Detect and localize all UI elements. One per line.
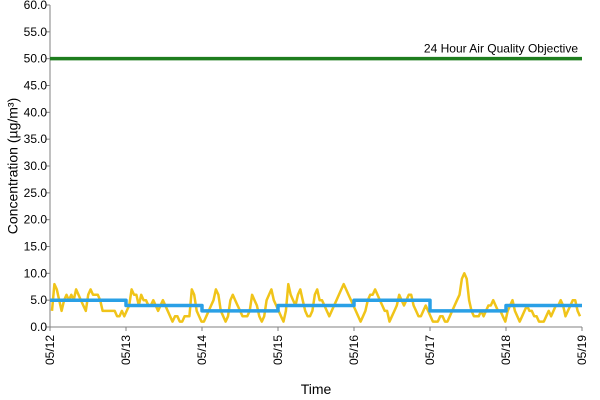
x-tick-label: 05/12	[43, 335, 57, 365]
daily-average-step-line	[50, 298, 582, 313]
x-tick-label: 05/13	[119, 335, 133, 365]
x-axis-ticks: 05/12 05/13 05/14 05/15 05/16 05/17 05/18 05/19	[43, 327, 589, 365]
x-tick-label: 05/16	[347, 335, 361, 365]
y-tick-label: 50.0	[24, 52, 48, 66]
x-axis-title: Time	[301, 381, 332, 397]
x-tick-label: 05/19	[575, 335, 589, 365]
hourly-series-line	[50, 272, 582, 323]
y-tick-label: 25.0	[24, 186, 48, 200]
y-axis-title: Concentration (µg/m³)	[5, 98, 21, 234]
y-tick-label: 45.0	[24, 79, 48, 93]
y-tick-label: 0.0	[30, 320, 47, 334]
y-tick-label: 15.0	[24, 240, 48, 254]
y-tick-label: 55.0	[24, 25, 48, 39]
x-tick-label: 05/17	[423, 335, 437, 365]
y-tick-label: 40.0	[24, 105, 48, 119]
y-axis-ticks: 0.0 5.0 10.0 15.0 20.0 25.0 30.0 35.0 40.0 45.0 50…	[24, 0, 50, 334]
y-tick-label: 10.0	[24, 266, 48, 280]
y-tick-label: 20.0	[24, 213, 48, 227]
y-tick-label: 5.0	[30, 293, 47, 307]
daily-average-series-line	[50, 298, 582, 313]
y-tick-label: 35.0	[24, 132, 48, 146]
y-tick-label: 60.0	[24, 0, 48, 12]
x-tick-label: 05/15	[271, 335, 285, 365]
x-tick-label: 05/14	[195, 335, 209, 365]
x-tick-label: 05/18	[499, 335, 513, 365]
y-tick-label: 30.0	[24, 159, 48, 173]
objective-label: 24 Hour Air Quality Objective	[424, 42, 578, 56]
